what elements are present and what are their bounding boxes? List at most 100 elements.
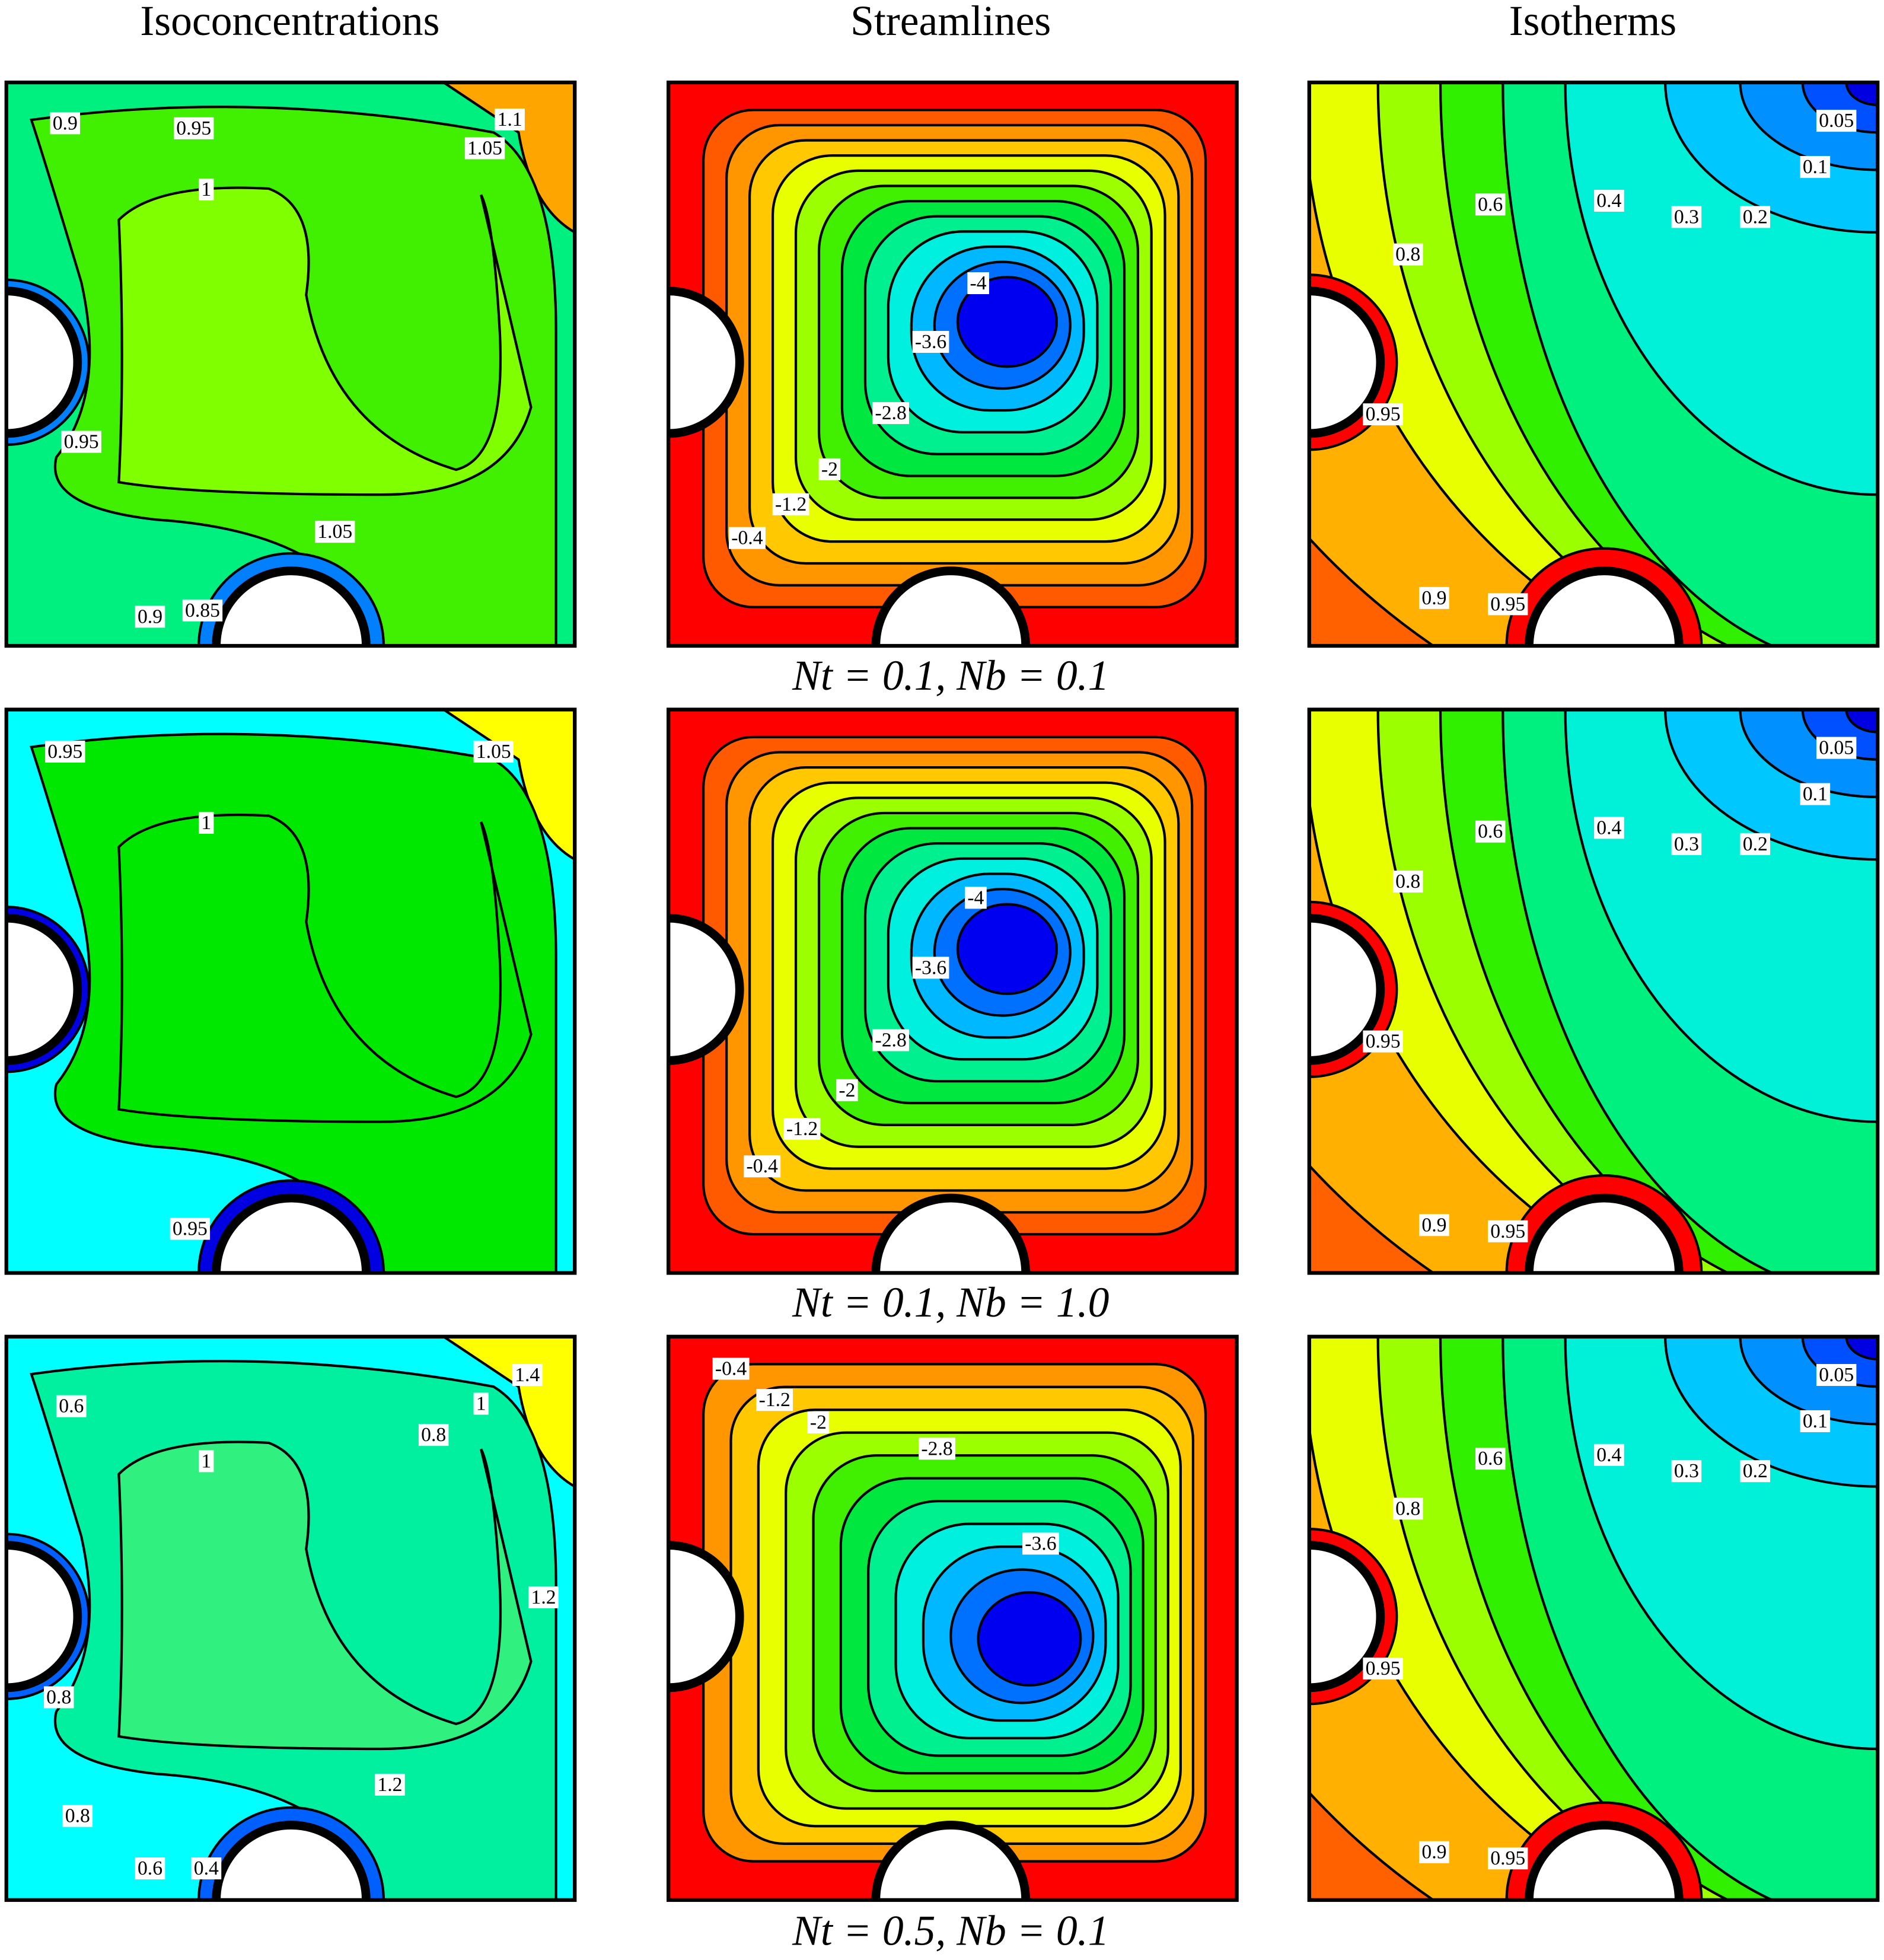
- label-box: [744, 1155, 781, 1178]
- contour-label: 0.95: [47, 741, 82, 763]
- contour-label: 1.2: [377, 1774, 402, 1796]
- contour-label: 0.6: [1478, 821, 1503, 843]
- label-box: [375, 1773, 405, 1796]
- contour-label: 0.3: [1674, 206, 1699, 228]
- contour-field: [668, 82, 1237, 646]
- contour-label: 1: [201, 812, 211, 834]
- contour-label: -3.6: [915, 957, 946, 979]
- contour-label: 0.95: [1490, 1220, 1525, 1242]
- label-box: [1475, 820, 1506, 843]
- label-box: [1671, 1460, 1702, 1483]
- label-box: [836, 1079, 858, 1101]
- contour-label: 0.95: [1490, 593, 1525, 615]
- label-box: [1392, 243, 1423, 266]
- contour-label: -0.4: [747, 1155, 778, 1177]
- contour-label: 0.05: [1819, 737, 1854, 759]
- contour-label: 0.9: [1421, 587, 1446, 609]
- contour-panel: 0.05 0.1 0.6 0.4 0.3 0.2 0.8 0.95 0.9 0.95: [1307, 1334, 1880, 1902]
- label-box: [1740, 1460, 1771, 1483]
- label-box: [872, 402, 910, 425]
- label-box: [199, 811, 214, 834]
- label-box: [919, 1438, 955, 1460]
- cylinder: [668, 913, 744, 1065]
- label-box: [1419, 1214, 1449, 1236]
- cylinder: [1309, 286, 1385, 438]
- label-box: [315, 521, 355, 543]
- contour-label: 0.4: [1596, 817, 1621, 839]
- contour-label: 0.6: [1478, 193, 1503, 215]
- contour-label: 0.95: [1366, 1031, 1401, 1053]
- label-box: [1594, 1443, 1624, 1466]
- label-box: [43, 1686, 74, 1709]
- label-box: [729, 527, 766, 549]
- label-box: [170, 1218, 211, 1240]
- contour-panel: -4 -3.6 -2.8 -2 -1.2 -0.4: [667, 80, 1239, 648]
- label-box: [512, 1364, 543, 1387]
- contour-label: -3.6: [1025, 1532, 1056, 1554]
- contour-label: 1.2: [531, 1586, 556, 1608]
- label-box: [135, 1857, 165, 1880]
- label-box: [1363, 1658, 1403, 1680]
- contour-panel: 0.05 0.1 0.6 0.4 0.3 0.2 0.8 0.95 0.9 0.95: [1307, 707, 1880, 1275]
- label-box: [807, 1411, 830, 1434]
- contour-label: 0.9: [1421, 1214, 1446, 1236]
- contour-band: [956, 903, 1059, 995]
- label-box: [1419, 587, 1449, 609]
- contour-label: 0.9: [138, 605, 162, 627]
- contour-label: 0.05: [1819, 110, 1854, 132]
- contour-label: 0.6: [59, 1395, 84, 1417]
- label-box: [528, 1586, 559, 1608]
- contour-field: [1309, 1336, 1878, 1900]
- contour-label: 0.2: [1743, 833, 1768, 855]
- contour-panel: -0.4 -1.2 -2 -2.8 -3.6: [667, 1334, 1239, 1902]
- label-box: [1488, 1220, 1528, 1242]
- label-box: [1740, 206, 1771, 228]
- contour-label: -2: [839, 1079, 855, 1101]
- contour-label: 0.95: [176, 117, 211, 139]
- label-box: [1594, 189, 1624, 212]
- contour-band: [117, 186, 533, 496]
- contour-label: -2: [810, 1411, 827, 1433]
- cylinder: [668, 1541, 744, 1693]
- contour-label: 0.6: [1478, 1448, 1503, 1470]
- contour-label: 1: [201, 179, 211, 200]
- contour-band: [1845, 1336, 1878, 1360]
- cylinder: [871, 1193, 1030, 1273]
- cylinder: [1525, 566, 1684, 646]
- label-box: [418, 1424, 449, 1446]
- label-box: [756, 1389, 793, 1411]
- label-box: [464, 137, 505, 160]
- label-box: [967, 272, 989, 295]
- contour-label: 0.9: [53, 112, 78, 134]
- contour-band: [1845, 82, 1878, 107]
- contour-label: 0.95: [1366, 403, 1401, 425]
- cylinder: [871, 566, 1030, 646]
- contour-panel: 0.95 1.05 1 0.95: [4, 707, 577, 1275]
- cylinder: [212, 1821, 371, 1900]
- contour-label: 0.1: [1803, 1410, 1828, 1432]
- contour-label: 0.8: [46, 1686, 71, 1708]
- cylinder: [212, 1193, 371, 1273]
- contour-label: -2.8: [875, 402, 906, 424]
- contour-field: [668, 709, 1237, 1273]
- label-box: [772, 493, 809, 515]
- label-box: [473, 1392, 489, 1415]
- contour-label: 0.8: [1395, 871, 1420, 893]
- cylinder: [871, 1821, 1030, 1900]
- label-box: [473, 740, 514, 763]
- contour-label: -2.8: [875, 1030, 906, 1051]
- contour-label: -2.8: [921, 1438, 952, 1459]
- contour-label: -1.2: [775, 493, 806, 515]
- label-box: [199, 1450, 214, 1473]
- label-box: [1800, 156, 1831, 179]
- contour-band: [977, 1591, 1082, 1687]
- contour-label: 1.05: [317, 521, 352, 543]
- contour-panel: -4 -3.6 -2.8 -2 -1.2 -0.4: [667, 707, 1239, 1275]
- panel-border: [667, 1334, 1239, 1902]
- panel-border: [667, 707, 1239, 1275]
- contour-label: 1: [201, 1450, 211, 1472]
- label-box: [1816, 1364, 1857, 1387]
- label-box: [818, 458, 841, 480]
- contour-label: 0.6: [138, 1857, 162, 1879]
- label-box: [135, 605, 165, 628]
